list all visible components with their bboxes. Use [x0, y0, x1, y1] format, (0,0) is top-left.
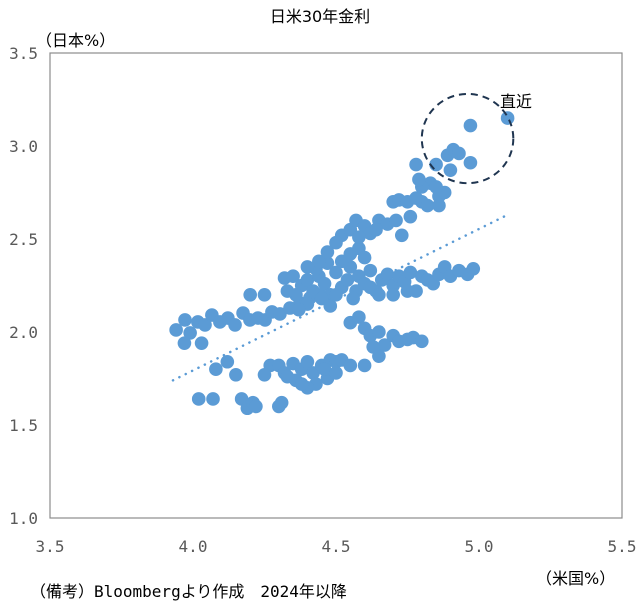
data-point	[463, 118, 478, 133]
data-point	[340, 273, 355, 287]
data-point	[463, 155, 478, 170]
data-point	[500, 111, 515, 125]
data-point	[280, 369, 295, 384]
data-point	[329, 366, 343, 380]
data-point	[329, 235, 343, 250]
data-point	[243, 288, 257, 302]
data-point	[466, 261, 481, 276]
y-tick-label: 3.0	[9, 137, 38, 156]
data-point	[177, 336, 192, 350]
data-point	[412, 172, 426, 187]
recent-highlight-circle	[420, 92, 515, 185]
data-point	[198, 318, 212, 332]
data-point	[415, 334, 429, 349]
data-point	[249, 399, 263, 414]
x-tick-label: 3.5	[36, 537, 65, 556]
data-point	[389, 213, 403, 228]
data-point	[352, 310, 366, 324]
data-point	[403, 265, 418, 280]
data-point	[280, 284, 295, 298]
recent-label: 直近	[500, 92, 532, 111]
data-point	[380, 267, 395, 282]
x-tick-label: 4.0	[179, 537, 208, 556]
data-point	[386, 288, 401, 302]
data-point	[257, 367, 272, 382]
y-axis-label: （日本%）	[36, 31, 115, 50]
data-point	[194, 336, 209, 350]
data-point	[300, 260, 315, 274]
data-point	[400, 284, 415, 298]
data-point	[294, 377, 309, 391]
data-point	[323, 299, 338, 313]
data-point	[346, 291, 360, 306]
y-tick-label: 1.0	[9, 509, 38, 528]
data-point	[357, 250, 372, 265]
data-point	[420, 198, 435, 213]
data-point	[300, 273, 315, 287]
data-point	[372, 288, 386, 302]
data-point	[366, 340, 380, 354]
y-tick-label: 3.5	[9, 44, 38, 63]
footnote: （備考）Bloombergより作成 2024年以降	[30, 582, 347, 601]
x-tick-label: 5.5	[608, 537, 637, 556]
data-point	[329, 265, 343, 280]
data-point	[183, 326, 197, 340]
data-point	[312, 254, 326, 269]
data-point	[292, 302, 306, 317]
y-tick-label: 2.5	[9, 230, 38, 249]
y-tick-label: 2.0	[9, 323, 38, 342]
data-point	[352, 230, 366, 244]
data-point	[369, 222, 383, 237]
chart-title: 日米30年金利	[270, 7, 370, 26]
data-point	[220, 354, 235, 369]
data-point	[329, 288, 343, 302]
data-point	[257, 288, 272, 302]
data-point	[191, 392, 206, 406]
data-point	[178, 313, 192, 327]
data-point	[228, 318, 242, 332]
data-point	[443, 163, 458, 177]
data-point	[377, 338, 392, 352]
data-point	[372, 325, 386, 339]
plot-area	[49, 52, 623, 519]
x-tick-label: 4.5	[322, 537, 351, 556]
data-point	[320, 245, 335, 259]
data-point	[363, 263, 378, 278]
data-point	[274, 395, 289, 410]
data-point	[317, 276, 332, 291]
data-point	[343, 358, 358, 373]
data-point	[394, 228, 409, 243]
data-point	[300, 354, 315, 369]
data-point	[169, 323, 183, 337]
data-point	[432, 198, 446, 213]
data-point	[403, 209, 418, 224]
x-tick-label: 5.0	[465, 537, 494, 556]
y-tick-label: 1.5	[9, 416, 38, 435]
data-point	[452, 146, 466, 161]
data-point	[409, 157, 423, 172]
data-point	[357, 358, 372, 373]
data-point	[229, 367, 243, 382]
data-point	[286, 269, 300, 284]
data-point	[273, 307, 287, 321]
data-point	[209, 362, 223, 377]
data-point	[429, 180, 443, 194]
data-point	[206, 392, 220, 406]
x-axis-label: （米国%）	[536, 569, 615, 588]
data-point	[317, 362, 332, 377]
